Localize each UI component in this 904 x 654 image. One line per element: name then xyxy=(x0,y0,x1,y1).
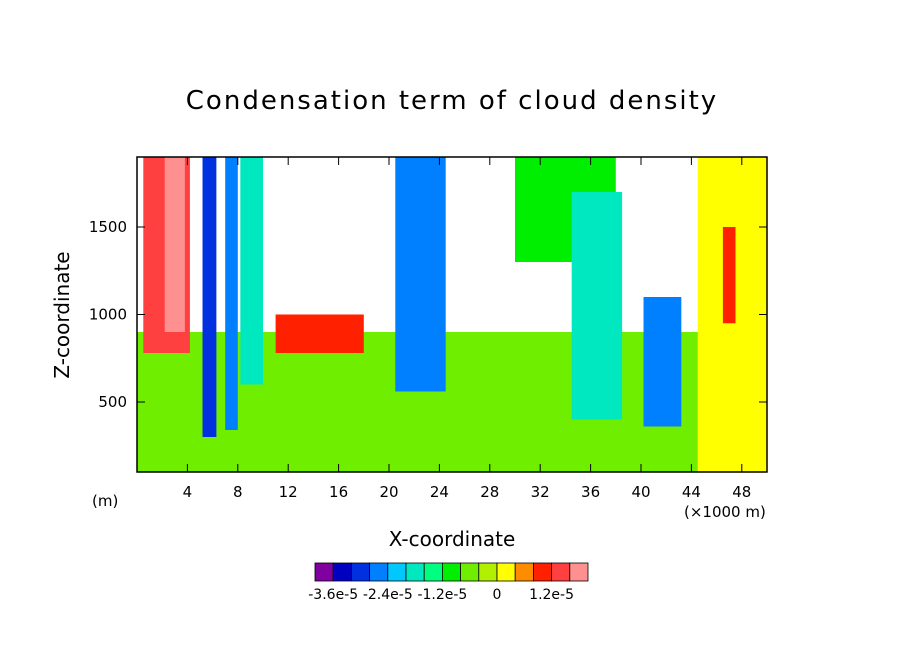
x-tick-label: 24 xyxy=(430,483,449,501)
x-tick-label: 16 xyxy=(329,483,348,501)
colorbar-swatch xyxy=(314,562,334,582)
x-axis-ticks: 4 8 12 16 20 24 28 32 36 40 44 48 xyxy=(183,157,751,501)
x-tick-label: 40 xyxy=(631,483,650,501)
x-tick-label: 48 xyxy=(732,483,751,501)
colorbar-swatch xyxy=(514,562,534,582)
colorbar-swatch xyxy=(423,562,443,582)
x-tick-label: 36 xyxy=(581,483,600,501)
colorbar-swatch xyxy=(350,562,370,582)
colorbar-swatch xyxy=(478,562,498,582)
field-band-right-orange xyxy=(722,227,736,324)
y-tick-label: 1500 xyxy=(89,218,127,236)
colorbar-swatch xyxy=(441,562,461,582)
x-axis-label: X-coordinate xyxy=(389,527,516,551)
y-tick-label: 1000 xyxy=(89,306,127,324)
x-tick-label: 20 xyxy=(379,483,398,501)
colorbar xyxy=(314,562,589,582)
colorbar-swatch xyxy=(405,562,425,582)
colorbar-label: -1.2e-5 xyxy=(417,587,467,603)
field-band-downdraft-41 xyxy=(643,297,682,427)
colorbar-swatch xyxy=(551,562,571,582)
x-tick-label: 12 xyxy=(279,483,298,501)
field-band-left-core xyxy=(164,157,185,332)
x-tick-label: 28 xyxy=(480,483,499,501)
colorbar-swatch xyxy=(369,562,389,582)
contour-field xyxy=(137,157,767,472)
field-band-downdraft-5 xyxy=(202,157,217,437)
field-band-red-rim-12 xyxy=(275,314,364,353)
colorbar-swatch xyxy=(533,562,553,582)
colorbar-label: 0 xyxy=(493,587,502,603)
x-tick-label: 32 xyxy=(531,483,550,501)
colorbar-swatch xyxy=(460,562,480,582)
colorbar-swatch xyxy=(332,562,352,582)
y-axis-ticks: 500 1000 1500 xyxy=(89,218,767,411)
y-tick-label: 500 xyxy=(98,393,127,411)
colorbar-swatch xyxy=(387,562,407,582)
colorbar-labels: -3.6e-5 -2.4e-5 -1.2e-5 0 1.2e-5 xyxy=(308,587,574,603)
chart-title: Condensation term of cloud density xyxy=(185,86,719,116)
colorbar-label: 1.2e-5 xyxy=(529,587,574,603)
x-tick-label: 44 xyxy=(682,483,701,501)
colorbar-swatch xyxy=(496,562,516,582)
colorbar-label: -3.6e-5 xyxy=(308,587,358,603)
field-band-downdraft-7 xyxy=(225,157,238,430)
x-tick-label: 8 xyxy=(233,483,243,501)
x-unit-label: (×1000 m) xyxy=(684,503,766,521)
field-band-cyan-36 xyxy=(571,192,623,420)
field-band-white-cloud-28 xyxy=(477,157,512,332)
x-tick-label: 4 xyxy=(183,483,193,501)
y-axis-label: Z-coordinate xyxy=(50,251,74,378)
field-band-mid-negative-9 xyxy=(240,157,263,385)
field-band-white-cloud-12 xyxy=(273,157,339,315)
colorbar-label: -2.4e-5 xyxy=(363,587,413,603)
colorbar-swatch xyxy=(569,562,589,582)
field-band-neg-band-21 xyxy=(395,157,446,392)
y-unit-label: (m) xyxy=(92,492,118,510)
